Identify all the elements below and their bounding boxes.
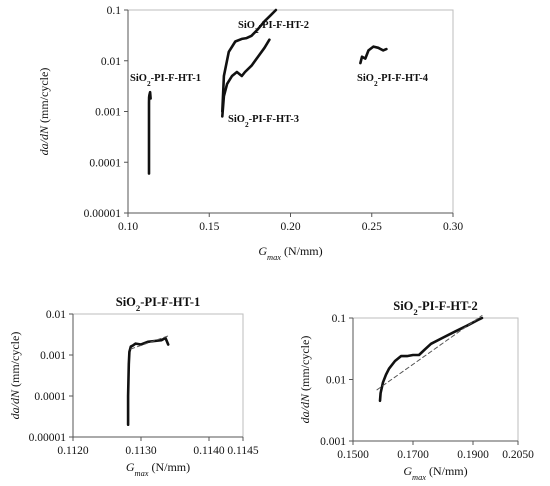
series-line — [126, 336, 170, 427]
x-tick-label: 0.15 — [199, 221, 219, 233]
series-annotation: SiO2-PI-F-HT-2 — [238, 20, 309, 35]
y-tick-label: 0.00001 — [29, 432, 67, 444]
x-tick-label: 0.1500 — [337, 449, 369, 461]
inset-chart-ht2: 0.001 0.01 0.1 0.1500 0.1700 0.1900 0.2050 SiO2… — [298, 299, 534, 482]
y-tick-label: 0.001 — [320, 436, 346, 448]
x-tick-label: 0.30 — [443, 221, 463, 233]
plot-frame — [127, 9, 454, 214]
x-tick-label: 0.1140 — [193, 445, 224, 457]
y-tick-label: 0.0001 — [89, 157, 121, 169]
series-line — [221, 38, 271, 118]
y-tick-label: 0.001 — [95, 107, 121, 119]
x-tick-label: 0.1145 — [227, 445, 258, 457]
chart-title: SiO2-PI-F-HT-1 — [116, 295, 200, 313]
y-tick-label: 0.1 — [107, 5, 122, 17]
plot-frame — [72, 313, 244, 438]
series-annotation: SiO2-PI-F-HT-1 — [130, 73, 201, 88]
y-tick-label: 0.001 — [40, 350, 66, 362]
x-tick-label: 0.25 — [362, 221, 382, 233]
y-axis-label: da/dN (mm/cycle) — [8, 332, 22, 420]
plot-frame — [352, 317, 519, 442]
main-chart: 0.00001 0.0001 0.001 0.01 0.1 0.10 0.15 0.20 0.2… — [37, 5, 463, 262]
x-axis-label: Gmax (N/mm) — [126, 460, 190, 478]
y-tick-label: 0.01 — [101, 56, 121, 68]
y-axis-label: da/dN (mm/cycle) — [37, 68, 51, 156]
series-line — [221, 8, 278, 113]
series-line — [378, 316, 484, 403]
chart-title: SiO2-PI-F-HT-2 — [393, 299, 477, 317]
series-line — [147, 90, 152, 175]
y-tick-label: 0.01 — [46, 309, 66, 321]
x-tick-label: 0.1900 — [457, 449, 489, 461]
trend-line — [376, 315, 483, 391]
x-axis-label: Gmax (N/mm) — [403, 464, 467, 482]
series-annotation: SiO2-PI-F-HT-3 — [228, 114, 299, 129]
inset-chart-ht1: 0.00001 0.0001 0.001 0.01 0.1120 0.1130 0.1140… — [8, 295, 259, 478]
x-tick-label: 0.1130 — [125, 445, 156, 457]
x-axis-label: Gmax (N/mm) — [258, 244, 322, 262]
x-tick-label: 0.1700 — [397, 449, 429, 461]
x-tick-label: 0.2050 — [502, 449, 534, 461]
x-tick-label: 0.20 — [280, 221, 300, 233]
y-tick-label: 0.00001 — [84, 208, 122, 220]
y-axis-label: da/dN (mm/cycle) — [298, 336, 312, 424]
series-annotation: SiO2-PI-F-HT-4 — [357, 73, 429, 88]
trend-line — [130, 334, 171, 350]
y-tick-label: 0.01 — [326, 375, 346, 387]
y-tick-label: 0.0001 — [34, 391, 66, 403]
series-line — [359, 45, 388, 65]
y-tick-label: 0.1 — [332, 313, 347, 325]
x-tick-label: 0.10 — [118, 221, 138, 233]
x-tick-label: 0.1120 — [57, 445, 88, 457]
